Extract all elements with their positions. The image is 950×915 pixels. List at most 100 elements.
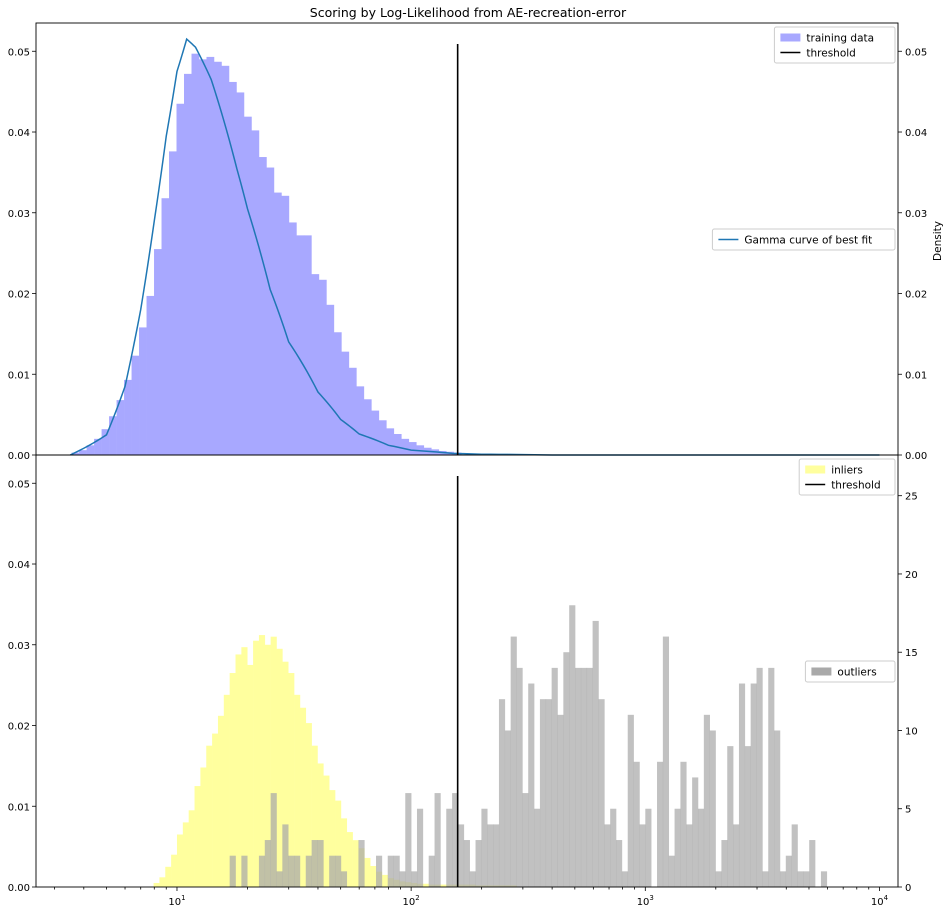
outlier-bar xyxy=(586,667,593,887)
x-tick-label: 101 xyxy=(168,894,185,908)
inlier-bar xyxy=(282,661,289,887)
outlier-bar xyxy=(738,683,746,887)
y2-tick-label: 0 xyxy=(905,883,911,894)
outlier-bar xyxy=(604,824,611,887)
outlier-bar xyxy=(376,855,383,887)
outlier-bar xyxy=(539,699,547,887)
legend-mid: outliers xyxy=(804,660,896,683)
inlier-bar xyxy=(241,647,248,887)
outlier-bar xyxy=(264,840,271,887)
y2-tick-label: 10 xyxy=(905,726,918,737)
training-bar xyxy=(296,235,305,455)
training-bar xyxy=(198,59,207,456)
outlier-bar xyxy=(317,840,324,887)
outlier-bar xyxy=(405,793,412,887)
plot-area xyxy=(69,37,880,456)
inlier-bar xyxy=(299,707,307,887)
inlier-bar xyxy=(247,664,254,887)
training-bar xyxy=(311,274,320,455)
y-axis-right: 0 5 10 15 20 25 xyxy=(898,492,918,894)
inlier-bar xyxy=(182,822,189,887)
inlier-bar xyxy=(153,882,160,887)
y2-tick-label: 0.00 xyxy=(905,451,927,462)
y2-tick-label: 25 xyxy=(905,492,918,503)
outlier-bar xyxy=(662,636,670,887)
legend-swatch xyxy=(811,667,832,676)
y2-tick-label: 15 xyxy=(905,648,918,659)
training-bar xyxy=(251,130,260,455)
inlier-bar xyxy=(340,818,348,887)
outlier-bar xyxy=(498,699,506,887)
training-bar xyxy=(348,367,357,455)
inlier-bar xyxy=(200,767,207,887)
inlier-bar xyxy=(223,694,230,887)
training-bar xyxy=(213,61,222,455)
outlier-bar xyxy=(803,871,810,887)
x-tick-label: 104 xyxy=(871,894,889,908)
outlier-bar xyxy=(416,808,424,887)
outlier-bar xyxy=(703,714,710,887)
outlier-bar xyxy=(282,824,289,887)
inlier-bar xyxy=(212,733,219,887)
outlier-bar xyxy=(399,871,406,887)
outlier-bar xyxy=(229,855,236,887)
outlier-bar xyxy=(411,871,418,887)
outlier-bar xyxy=(809,840,816,887)
outlier-bar xyxy=(493,824,500,887)
y-tick-label: 0.00 xyxy=(8,883,30,894)
legend-top: inliers threshold xyxy=(798,458,896,496)
inlier-bar xyxy=(171,854,178,887)
legend-mid: Gamma curve of best fit xyxy=(711,228,896,251)
y-tick-label: 0.04 xyxy=(8,560,30,571)
inlier-bar xyxy=(335,800,342,887)
y-tick-label: 0.02 xyxy=(8,722,30,733)
y-tick-label: 0.01 xyxy=(8,802,30,813)
outlier-bar xyxy=(294,855,301,887)
outlier-bar xyxy=(592,620,599,887)
inlier-bar xyxy=(311,745,318,887)
inlier-bar xyxy=(194,786,201,887)
training-bar xyxy=(356,386,365,455)
outlier-bar xyxy=(697,808,705,887)
outlier-bar xyxy=(504,730,511,887)
outlier-bar xyxy=(668,855,675,887)
outlier-bar xyxy=(639,824,646,887)
y-axis-right: 0.00 0.01 0.02 0.03 0.04 0.05 xyxy=(898,47,927,462)
outlier-bar xyxy=(820,871,828,887)
outlier-bar xyxy=(487,824,494,887)
outlier-bar xyxy=(446,808,453,887)
training-bar xyxy=(124,379,132,455)
outlier-bar xyxy=(569,605,576,887)
training-bar xyxy=(378,420,387,455)
y-axis-left: 0.00 0.01 0.02 0.03 0.04 0.05 xyxy=(8,47,36,462)
outlier-bar xyxy=(329,855,336,887)
inlier-bar xyxy=(381,874,389,887)
outlier-bar xyxy=(452,793,459,887)
outlier-bar xyxy=(721,840,728,887)
x-tick-label: 103 xyxy=(637,894,654,908)
inlier-bar xyxy=(422,883,429,887)
inlier-bar xyxy=(317,763,324,887)
training-bar xyxy=(393,434,402,455)
inlier-bar xyxy=(229,673,236,887)
outlier-bar xyxy=(692,777,699,887)
training-bar xyxy=(161,198,170,455)
outlier-bar xyxy=(733,824,740,887)
outlier-bar xyxy=(457,824,465,887)
labels: Scoring by Log-Likelihood from AE-recrea… xyxy=(310,5,944,261)
outlier-bar xyxy=(276,871,283,887)
inlier-bar xyxy=(352,840,359,887)
axes-frame xyxy=(35,454,899,888)
inlier-bar xyxy=(364,857,371,887)
gamma-curve xyxy=(69,37,880,456)
outlier-bar xyxy=(528,683,535,887)
outlier-bar xyxy=(305,855,312,887)
inlier-bar xyxy=(258,635,266,887)
plot-area xyxy=(153,605,828,887)
outlier-bar xyxy=(311,840,318,887)
outlier-bar xyxy=(756,667,763,887)
training-bar xyxy=(131,355,140,455)
training-bar xyxy=(94,438,102,455)
outlier-bar xyxy=(522,793,529,887)
training-bar xyxy=(109,416,117,455)
